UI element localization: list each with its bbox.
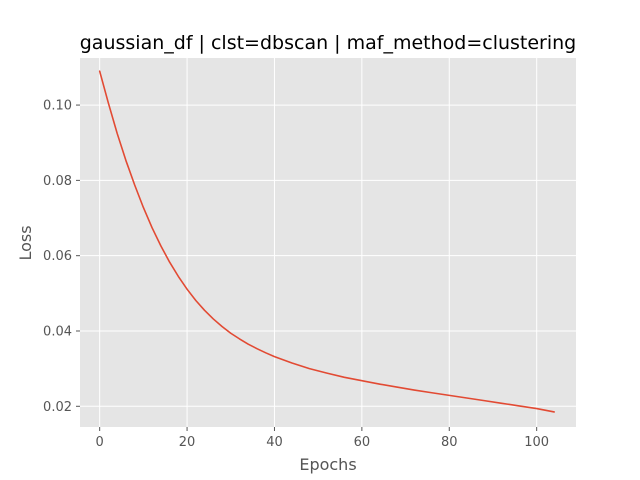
plot-area <box>80 58 576 427</box>
y-axis-label: Loss <box>16 225 35 260</box>
x-tick-label: 0 <box>96 435 104 450</box>
y-tick-label: 0.10 <box>43 99 72 114</box>
x-tick-label: 40 <box>266 435 283 450</box>
y-tick-label: 0.08 <box>43 174 72 189</box>
x-axis-label: Epochs <box>299 455 356 474</box>
loss-series-line <box>98 70 555 413</box>
y-tick-label: 0.02 <box>43 400 72 415</box>
chart-title: gaussian_df | clst=dbscan | maf_method=c… <box>80 32 577 54</box>
y-tick-label: 0.06 <box>43 249 72 264</box>
x-tick-label: 80 <box>441 435 458 450</box>
axis-ticks: 0 20 40 60 80 100 0.02 0.04 0.06 0.08 0.10 <box>43 99 549 450</box>
x-tick-label: 20 <box>179 435 196 450</box>
y-tick-label: 0.04 <box>43 324 72 339</box>
grid-lines <box>80 58 576 427</box>
x-tick-label: 60 <box>354 435 371 450</box>
x-tick-label: 100 <box>524 435 549 450</box>
series-layer <box>98 70 555 413</box>
